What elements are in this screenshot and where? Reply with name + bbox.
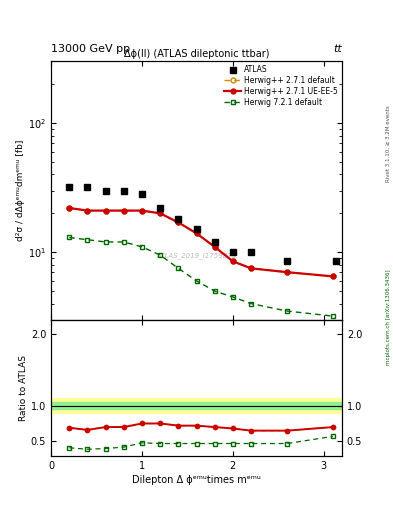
Herwig++ 2.7.1 default [103, 207, 108, 214]
Herwig 7.2.1 default [285, 308, 290, 314]
Herwig++ 2.7.1 default [249, 265, 253, 271]
Text: Rivet 3.1.10, ≥ 3.2M events: Rivet 3.1.10, ≥ 3.2M events [386, 105, 391, 182]
Herwig++ 2.7.1 default [231, 258, 235, 264]
Herwig++ 2.7.1 default [67, 205, 72, 211]
Herwig++ 2.7.1 UE-EE-5 [140, 207, 144, 214]
Herwig++ 2.7.1 UE-EE-5 [249, 265, 253, 271]
Herwig++ 2.7.1 default [331, 273, 335, 280]
ATLAS [176, 216, 181, 222]
Herwig++ 2.7.1 default [158, 210, 163, 217]
Herwig++ 2.7.1 UE-EE-5 [212, 244, 217, 250]
Y-axis label: Ratio to ATLAS: Ratio to ATLAS [19, 355, 28, 421]
Herwig++ 2.7.1 UE-EE-5 [231, 258, 235, 264]
Herwig 7.2.1 default [85, 237, 90, 243]
Text: tt: tt [333, 44, 342, 54]
Herwig++ 2.7.1 UE-EE-5 [121, 207, 126, 214]
Bar [51, 398, 342, 413]
Herwig++ 2.7.1 default [121, 207, 126, 214]
ATLAS [67, 184, 72, 190]
Line: Herwig 7.2.1 default: Herwig 7.2.1 default [67, 235, 335, 318]
Herwig++ 2.7.1 default [285, 269, 290, 275]
Herwig++ 2.7.1 UE-EE-5 [285, 269, 290, 275]
ATLAS [249, 249, 253, 255]
ATLAS [158, 205, 163, 211]
Herwig++ 2.7.1 default [212, 244, 217, 250]
Herwig 7.2.1 default [158, 252, 163, 258]
Herwig++ 2.7.1 UE-EE-5 [331, 273, 335, 280]
Herwig++ 2.7.1 UE-EE-5 [176, 219, 181, 225]
Herwig 7.2.1 default [249, 301, 253, 307]
ATLAS [140, 191, 144, 198]
Herwig++ 2.7.1 default [85, 207, 90, 214]
Bar [51, 402, 342, 409]
Herwig++ 2.7.1 default [176, 219, 181, 225]
ATLAS [212, 239, 217, 245]
Herwig 7.2.1 default [140, 244, 144, 250]
Herwig++ 2.7.1 UE-EE-5 [103, 207, 108, 214]
Line: Herwig++ 2.7.1 default: Herwig++ 2.7.1 default [67, 205, 335, 279]
X-axis label: Dilepton Δ ϕᵉᵐᵘtimes mᵉᵐᵘ: Dilepton Δ ϕᵉᵐᵘtimes mᵉᵐᵘ [132, 475, 261, 485]
ATLAS [334, 258, 339, 264]
Text: mcplots.cern.ch [arXiv:1306.3436]: mcplots.cern.ch [arXiv:1306.3436] [386, 270, 391, 365]
ATLAS [194, 226, 199, 232]
Herwig 7.2.1 default [331, 313, 335, 319]
Herwig 7.2.1 default [176, 265, 181, 271]
Herwig 7.2.1 default [194, 278, 199, 284]
Text: ATLAS_2019_I1759875: ATLAS_2019_I1759875 [156, 252, 237, 259]
Herwig 7.2.1 default [67, 234, 72, 241]
ATLAS [231, 249, 235, 255]
Herwig 7.2.1 default [103, 239, 108, 245]
ATLAS [85, 184, 90, 190]
Herwig++ 2.7.1 UE-EE-5 [85, 207, 90, 214]
Legend: ATLAS, Herwig++ 2.7.1 default, Herwig++ 2.7.1 UE-EE-5, Herwig 7.2.1 default: ATLAS, Herwig++ 2.7.1 default, Herwig++ … [223, 63, 340, 109]
Line: ATLAS: ATLAS [66, 184, 340, 264]
Herwig++ 2.7.1 default [140, 207, 144, 214]
Herwig 7.2.1 default [231, 294, 235, 300]
ATLAS [121, 187, 126, 194]
Herwig++ 2.7.1 default [194, 230, 199, 237]
ATLAS [103, 187, 108, 194]
Herwig++ 2.7.1 UE-EE-5 [67, 205, 72, 211]
Herwig 7.2.1 default [212, 288, 217, 294]
ATLAS [285, 258, 290, 264]
Herwig++ 2.7.1 UE-EE-5 [158, 210, 163, 217]
Herwig++ 2.7.1 UE-EE-5 [194, 230, 199, 237]
Text: 13000 GeV pp: 13000 GeV pp [51, 44, 130, 54]
Line: Herwig++ 2.7.1 UE-EE-5: Herwig++ 2.7.1 UE-EE-5 [67, 205, 335, 279]
Title: Δϕ(ll) (ATLAS dileptonic ttbar): Δϕ(ll) (ATLAS dileptonic ttbar) [124, 49, 269, 59]
Herwig 7.2.1 default [121, 239, 126, 245]
Y-axis label: d²σ / dΔϕᵉᵐᵘdmᵉᵐᵘ [fb]: d²σ / dΔϕᵉᵐᵘdmᵉᵐᵘ [fb] [17, 140, 25, 241]
